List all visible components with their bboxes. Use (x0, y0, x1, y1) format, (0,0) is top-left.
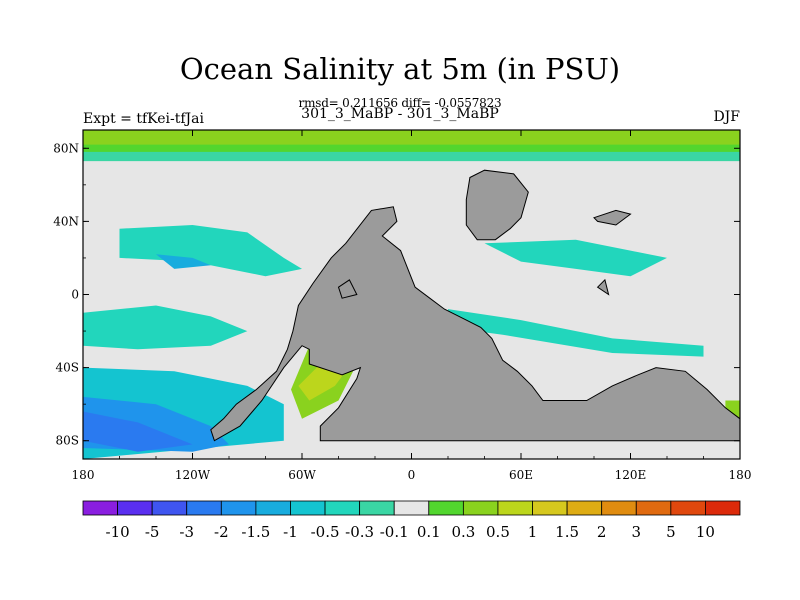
colorbar-box (117, 500, 153, 516)
land-small-isle-east (596, 278, 610, 296)
colorbar-label: 10 (696, 523, 715, 541)
land-small-isle-west (337, 279, 358, 299)
colorbar-label: -3 (179, 523, 194, 541)
colorbar-label: -5 (145, 523, 160, 541)
y-tick-label: 80N (53, 141, 79, 155)
colorbar-box (255, 500, 291, 516)
contour-southern-pacific-core (83, 411, 193, 452)
colorbar-box (601, 500, 637, 516)
contour-tropical-pacific-band (83, 305, 248, 350)
x-tick-label: 180 (72, 468, 95, 482)
y-axis: 80N 40N 0 40S 80S (53, 141, 740, 448)
colorbar-box (635, 500, 672, 516)
case-subtitle: 301_3_MaBP - 301_3_MaBP (301, 106, 499, 122)
colorbar-label: 5 (666, 523, 676, 541)
colorbar-label: -1.5 (241, 523, 270, 541)
contour-north-pacific-band (119, 225, 302, 277)
chart-title: Ocean Salinity at 5m (in PSU) (179, 52, 621, 86)
land-american-continent (210, 206, 741, 442)
x-tick-label: 120E (615, 468, 647, 482)
colorbar-label: 2 (597, 523, 607, 541)
colorbar-label: 1 (528, 523, 538, 541)
colorbar-label: 0.1 (417, 523, 441, 541)
colorbar-box (566, 500, 603, 516)
colorbar-box (497, 500, 533, 516)
rmsd-diff-stats: rmsd= 0.211656 diff= -0.0557823 (298, 96, 502, 110)
x-tick-label: 120W (175, 468, 211, 482)
season-label: DJF (713, 109, 740, 125)
map-plot-area (82, 129, 741, 460)
colorbar-box (220, 500, 257, 516)
colorbar-box (462, 500, 499, 516)
colorbar-box (82, 500, 118, 516)
contour-arctic-lower (83, 151, 740, 162)
land-eastern-island (593, 209, 632, 226)
colorbar-label: 3 (631, 523, 641, 541)
colorbar-label: -2 (214, 523, 229, 541)
land-northern-landmass (465, 169, 529, 241)
x-axis: 180 120W 60W 0 60E 120E 180 (72, 130, 752, 482)
colorbar-box (428, 500, 464, 516)
colorbar-box (290, 500, 326, 516)
experiment-label: Expt = tfKei-tfJai (83, 111, 204, 127)
x-tick-label: 180 (729, 468, 752, 482)
colorbar-label: 1.5 (555, 523, 579, 541)
x-tick-label: 0 (408, 468, 416, 482)
x-tick-label: 60W (288, 468, 316, 482)
contour-north-pacific-inner (156, 254, 211, 269)
y-tick-label: 40N (53, 214, 79, 228)
x-tick-label: 60E (509, 468, 533, 482)
y-tick-label: 40S (56, 361, 80, 375)
colorbar-box (151, 500, 188, 516)
contour-south-atlantic-wedge-inner (298, 364, 346, 401)
y-tick-label: 80S (56, 434, 80, 448)
colorbar-label: -0.3 (345, 523, 374, 541)
colorbar-box (393, 500, 430, 516)
colorbar-label: -0.1 (380, 523, 409, 541)
colorbar-box (359, 500, 395, 516)
colorbar-label: 0.3 (451, 523, 475, 541)
colorbar-label: 0.5 (486, 523, 510, 541)
colorbar-box (324, 500, 361, 516)
colorbar-box (532, 500, 568, 516)
colorbar-label: -1 (283, 523, 298, 541)
colorbar-label: -0.5 (311, 523, 340, 541)
colorbar-label: -10 (106, 523, 130, 541)
contour-arctic-inner (83, 130, 740, 145)
colorbar: -10 -5 -3 -2 -1.5 -1 -0.5 -0.3 -0.1 0.1 0.3 0.5 1 1.5… (82, 500, 741, 541)
colorbar-box (705, 500, 741, 516)
contour-east-basin-south (448, 309, 704, 357)
colorbar-box (670, 500, 706, 516)
colorbar-box (186, 500, 222, 516)
y-tick-label: 0 (71, 288, 79, 302)
contour-east-basin-band (484, 239, 667, 277)
